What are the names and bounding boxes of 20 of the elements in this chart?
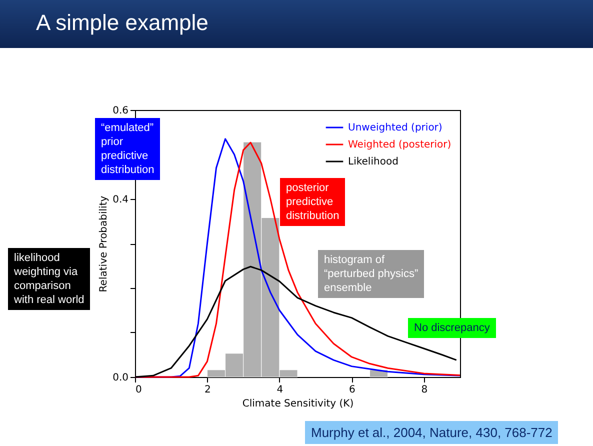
x-tick-label: 0 (136, 384, 142, 396)
annotation: “emulated” prior predictive distribution (95, 118, 160, 180)
annotation: posterior predictive distribution (280, 178, 346, 226)
legend-label: Weighted (posterior) (348, 140, 452, 150)
y-tick-label: 0.4 (112, 194, 128, 206)
y-axis-title: Relative Probability (98, 196, 110, 292)
x-tick-label: 4 (276, 384, 284, 396)
y-tick-label: 0.6 (112, 106, 128, 116)
text: likelihood weighting via comparison with real world (8, 248, 90, 310)
x-tick-label: 8 (421, 384, 428, 396)
x-tick-label: 6 (348, 384, 356, 396)
y-tick-label: 0.0 (112, 372, 128, 384)
text: Murphy et al., 2004, Nature, 430, 768-772 (305, 421, 558, 444)
x-tick-label: 2 (204, 384, 211, 396)
legend-label: Likelihood (348, 156, 398, 168)
annotation: histogram of “perturbed physics” ensemble (318, 250, 424, 298)
chart-title: A simple example (36, 10, 208, 36)
annotation: No discrepancy (408, 318, 496, 338)
legend-label: Unweighted (prior) (348, 122, 442, 134)
x-axis-title: Climate Sensitivity (K) (242, 398, 354, 410)
